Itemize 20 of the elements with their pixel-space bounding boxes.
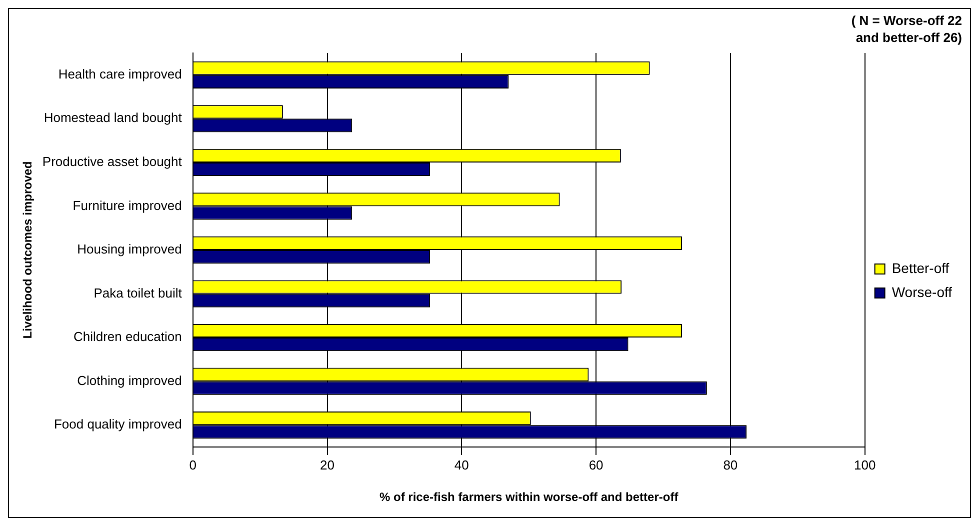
y-tick-label: Productive asset bought — [42, 154, 182, 170]
x-tick-label: 0 — [189, 457, 196, 472]
text: ( N = Worse-off 22 and better-off 26) — [851, 13, 962, 46]
y-tick-label: Food quality improved — [54, 416, 182, 432]
y-axis-title: Livelihood outcomes improved — [20, 161, 35, 339]
x-tick-label: 100 — [854, 457, 876, 472]
y-tick-label: Homestead land bought — [44, 110, 182, 126]
x-tick-label: 20 — [320, 457, 334, 472]
x-axis-title: % of rice-fish farmers within worse-off and better-off — [380, 490, 680, 504]
y-tick-label: Health care improved — [58, 66, 182, 82]
legend-label: Better-off — [892, 260, 950, 276]
x-tick-label: 60 — [588, 457, 604, 472]
x-tick-label: 80 — [723, 457, 738, 472]
x-tick-label: 40 — [454, 457, 469, 472]
y-tick-label: Paka toilet built — [94, 285, 182, 300]
y-tick-label: Furniture improved — [72, 198, 182, 213]
y-tick-label: Children education — [73, 329, 182, 344]
legend-label: Worse-off — [892, 284, 952, 300]
y-tick-label: Clothing improved — [77, 372, 182, 388]
y-tick-label: Housing improved — [77, 242, 182, 257]
